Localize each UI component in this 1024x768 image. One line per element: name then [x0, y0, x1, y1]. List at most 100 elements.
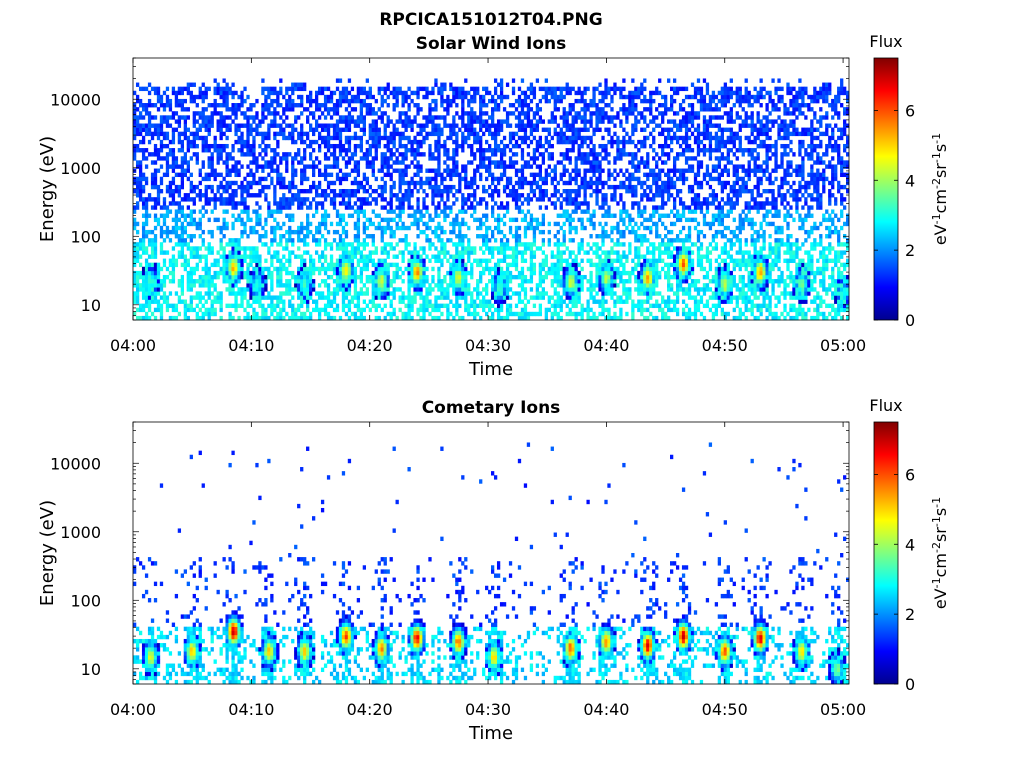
spectrogram-cell	[559, 213, 563, 218]
spectrogram-cell	[410, 189, 414, 194]
spectrogram-cell	[344, 303, 349, 309]
spectrogram-cell	[326, 283, 331, 288]
spectrogram-cell	[368, 111, 372, 116]
spectrogram-cell	[529, 250, 534, 255]
spectrogram-cell	[568, 189, 572, 194]
spectrogram-cell	[458, 242, 462, 247]
spectrogram-cell	[285, 103, 289, 108]
spectrogram-cell	[353, 123, 358, 128]
spectrogram-cell	[523, 303, 528, 309]
spectrogram-cell	[246, 127, 250, 132]
spectrogram-cell	[440, 303, 444, 309]
spectrogram-cell	[532, 250, 537, 255]
spectrogram-cell	[231, 225, 235, 231]
spectrogram-cell	[502, 168, 507, 173]
spectrogram-cell	[300, 111, 304, 116]
spectrogram-cell	[553, 205, 557, 210]
spectrogram-cell	[210, 291, 214, 296]
spectrogram-cell	[258, 254, 262, 259]
spectrogram-cell	[583, 156, 587, 161]
spectrogram-cell	[264, 311, 268, 317]
spectrogram-cell	[380, 152, 384, 157]
spectrogram-cell	[350, 254, 355, 259]
spectrogram-cell	[270, 279, 274, 284]
spectrogram-cell	[270, 164, 274, 169]
spectrogram-cell	[410, 221, 414, 227]
spectrogram-cell	[147, 229, 152, 235]
spectrogram-cell	[407, 180, 411, 186]
spectrogram-cell	[356, 98, 361, 104]
spectrogram-cell	[496, 225, 501, 231]
spectrogram-cell	[389, 311, 393, 317]
spectrogram-cell	[455, 172, 459, 178]
spectrogram-cell	[133, 270, 137, 276]
spectrogram-cell	[565, 279, 569, 284]
spectrogram-cell	[309, 189, 313, 194]
spectrogram-cell	[511, 152, 516, 157]
spectrogram-cell	[398, 131, 402, 137]
spectrogram-cell	[529, 266, 534, 272]
spectrogram-cell	[291, 242, 295, 247]
spectrogram-cell	[291, 295, 295, 300]
spectrogram-cell	[410, 123, 414, 128]
spectrogram-cell	[186, 221, 190, 227]
spectrogram-cell	[252, 270, 256, 276]
spectrogram-cell	[565, 180, 569, 186]
spectrogram-cell	[258, 152, 262, 157]
spectrogram-cell	[267, 164, 271, 169]
spectrogram-cell	[491, 94, 495, 100]
spectrogram-cell	[144, 250, 149, 255]
spectrogram-cell	[341, 217, 346, 223]
spectrogram-cell	[320, 90, 325, 96]
spectrogram-cell	[365, 139, 369, 145]
spectrogram-cell	[156, 131, 161, 137]
spectrogram-cell	[470, 180, 474, 186]
spectrogram-cell	[443, 98, 447, 104]
spectrogram-cell	[320, 213, 325, 218]
spectrogram-cell	[240, 221, 244, 227]
spectrogram-cell	[147, 82, 152, 87]
spectrogram-cell	[556, 160, 560, 165]
spectrogram-cell	[216, 262, 220, 268]
spectrogram-cell	[470, 266, 474, 272]
spectrogram-cell	[332, 180, 337, 186]
spectrogram-cell	[252, 254, 256, 259]
spectrogram-cell	[559, 90, 563, 96]
spectrogram-cell	[523, 127, 528, 132]
spectrogram-cell	[535, 246, 540, 251]
spectrogram-cell	[496, 299, 501, 304]
spectrogram-cell	[141, 279, 146, 284]
spectrogram-cell	[520, 266, 525, 272]
spectrogram-cell	[326, 156, 331, 161]
spectrogram-cell	[395, 131, 399, 137]
spectrogram-cell	[228, 287, 232, 292]
spectrogram-cell	[526, 86, 531, 92]
spectrogram-cell	[201, 193, 205, 198]
spectrogram-cell	[470, 131, 474, 137]
spectrogram-cell	[574, 209, 578, 214]
spectrogram-cell	[511, 250, 516, 255]
spectrogram-cell	[455, 303, 459, 309]
spectrogram-cell	[520, 201, 525, 206]
spectrogram-cell	[392, 143, 396, 149]
spectrogram-cell	[488, 315, 492, 321]
spectrogram-cell	[398, 205, 402, 210]
spectrogram-cell	[479, 115, 483, 120]
spectrogram-cell	[144, 123, 149, 128]
spectrogram-cell	[243, 176, 247, 182]
spectrogram-cell	[571, 266, 575, 272]
spectrogram-cell	[464, 221, 468, 227]
spectrogram-cell	[368, 201, 372, 206]
spectrogram-cell	[562, 221, 566, 227]
spectrogram-cell	[246, 254, 250, 259]
spectrogram-cell	[252, 180, 256, 186]
spectrogram-cell	[222, 78, 226, 83]
spectrogram-cell	[165, 135, 170, 141]
spectrogram-cell	[264, 193, 268, 198]
spectrogram-cell	[213, 258, 217, 263]
spectrogram-cell	[237, 123, 241, 128]
spectrogram-cell	[138, 164, 143, 169]
spectrogram-cell	[499, 90, 504, 96]
spectrogram-cell	[499, 127, 504, 132]
spectrogram-cell	[482, 303, 486, 309]
